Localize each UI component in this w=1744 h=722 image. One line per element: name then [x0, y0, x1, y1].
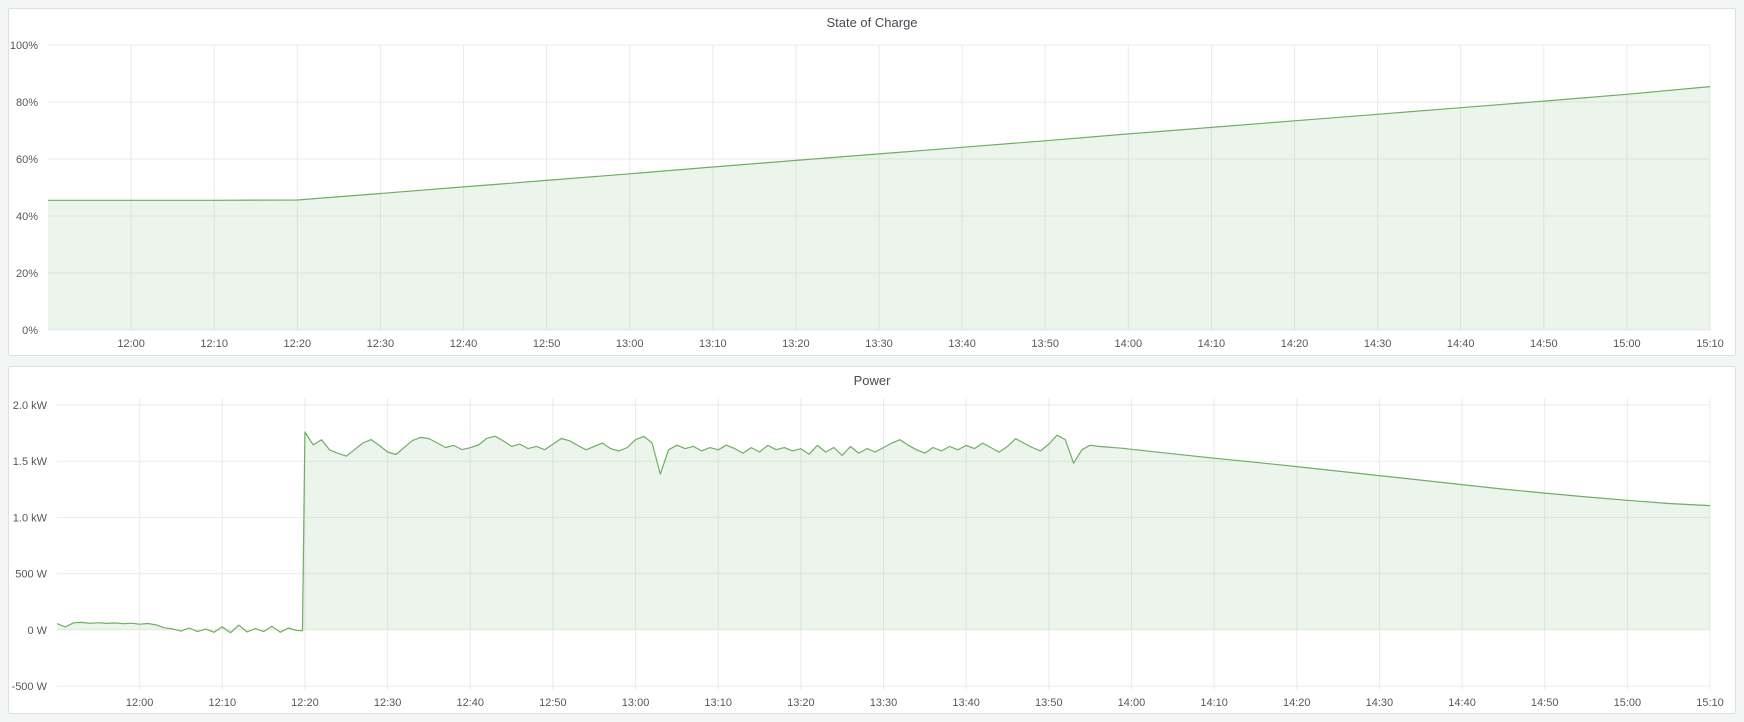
power-graph[interactable]: 2.0 kW 1.5 kW 1.0 kW 500 W 0 W -500 W 12:00 12:…: [9, 367, 1735, 713]
x-tick-label: 14:20: [1283, 697, 1311, 709]
x-tick-label: 13:40: [952, 697, 980, 709]
x-tick-label: 12:20: [291, 697, 319, 709]
y-tick-label: 40%: [16, 211, 38, 223]
y-tick-label: 60%: [16, 154, 38, 166]
power-svg: 2.0 kW 1.5 kW 1.0 kW 500 W 0 W -500 W 12:00 12:…: [12, 398, 1724, 709]
x-tick-label: 15:00: [1613, 338, 1641, 350]
panel-title-state-of-charge[interactable]: State of Charge: [826, 15, 918, 30]
x-tick-label: 13:00: [616, 338, 644, 350]
x-tick-label: 12:20: [284, 338, 312, 350]
series-area-fill: [48, 86, 1710, 330]
x-tick-label: 14:10: [1198, 338, 1226, 350]
x-tick-label: 13:10: [704, 697, 732, 709]
y-tick-label: 20%: [16, 268, 38, 280]
state-of-charge-svg: 100% 80% 60% 40% 20% 0% 12:00 12:10 12:20 12:30 12…: [10, 40, 1724, 350]
x-tick-label: 13:10: [699, 338, 727, 350]
x-tick-label: 13:20: [782, 338, 810, 350]
series-line: [48, 86, 1711, 201]
x-tick-label: 14:10: [1200, 697, 1228, 709]
x-tick-label: 14:00: [1118, 697, 1146, 709]
x-tick-label: 14:30: [1364, 338, 1392, 350]
y-tick-label: -500 W: [12, 681, 48, 693]
y-tick-label: 0 W: [27, 625, 47, 637]
x-tick-label: 13:00: [622, 697, 650, 709]
y-tick-label: 1.5 kW: [13, 456, 48, 468]
series-line: [56, 431, 1711, 634]
x-tick-label: 15:00: [1614, 697, 1642, 709]
x-tick-label: 13:30: [870, 697, 898, 709]
x-tick-label: 15:10: [1696, 338, 1724, 350]
x-tick-label: 12:30: [367, 338, 395, 350]
x-tick-label: 13:30: [865, 338, 893, 350]
state-of-charge-graph[interactable]: 100% 80% 60% 40% 20% 0% 12:00 12:10 12:20 12:30 12…: [9, 9, 1735, 355]
series-area-fill: [57, 432, 1710, 633]
x-tick-label: 13:50: [1031, 338, 1059, 350]
x-tick-label: 14:20: [1281, 338, 1309, 350]
x-tick-label: 12:40: [456, 697, 484, 709]
x-tick-label: 13:40: [948, 338, 976, 350]
x-tick-label: 12:40: [450, 338, 478, 350]
y-tick-label: 100%: [10, 40, 38, 52]
y-tick-label: 80%: [16, 97, 38, 109]
x-tick-label: 12:00: [126, 697, 154, 709]
x-tick-label: 14:30: [1366, 697, 1394, 709]
x-tick-label: 12:10: [200, 338, 228, 350]
x-tick-label: 12:10: [209, 697, 237, 709]
x-tick-label: 15:10: [1696, 697, 1724, 709]
x-tick-label: 12:00: [117, 338, 145, 350]
x-tick-label: 12:50: [533, 338, 561, 350]
panel-power: Power 2.0 kW 1.5 kW 1.0 kW 500 W 0 W -500 W 12…: [8, 366, 1736, 714]
panel-title-power[interactable]: Power: [853, 373, 891, 388]
y-tick-label: 0%: [22, 325, 38, 337]
x-tick-label: 12:50: [539, 697, 567, 709]
x-tick-label: 13:50: [1035, 697, 1063, 709]
x-tick-label: 12:30: [374, 697, 402, 709]
x-tick-label: 14:00: [1115, 338, 1143, 350]
x-tick-label: 13:20: [787, 697, 815, 709]
y-tick-label: 500 W: [15, 569, 47, 581]
x-tick-label: 14:40: [1448, 697, 1476, 709]
x-tick-label: 14:40: [1447, 338, 1475, 350]
x-tick-label: 14:50: [1530, 338, 1558, 350]
y-tick-label: 2.0 kW: [13, 400, 48, 412]
panel-state-of-charge: State of Charge 100% 80% 60% 40% 20% 0% 12:00 1…: [8, 8, 1736, 356]
y-tick-label: 1.0 kW: [13, 512, 48, 524]
x-tick-label: 14:50: [1531, 697, 1559, 709]
